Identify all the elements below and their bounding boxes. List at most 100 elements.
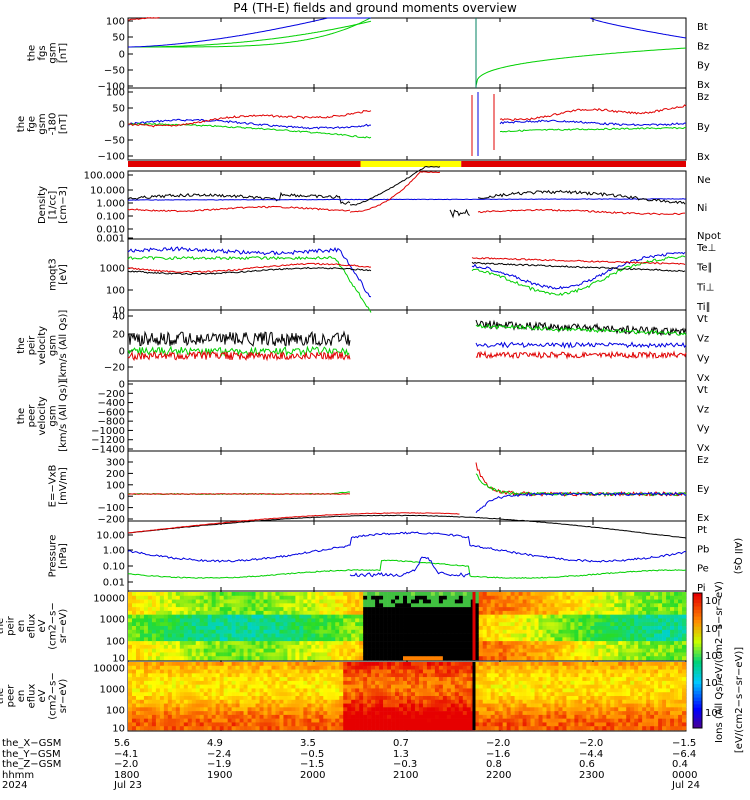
- electron-spectrogram-cell: [466, 718, 472, 723]
- electron-spectrogram-cell: [498, 699, 503, 704]
- ion-spectrogram-cell: [518, 656, 523, 661]
- ion-spectrogram-cell: [251, 626, 256, 631]
- electron-spectrogram-cell: [215, 696, 220, 701]
- ion-spectrogram-cell: [207, 610, 212, 615]
- peir-vx-2: [475, 341, 687, 349]
- electron-spectrogram-cell: [251, 680, 256, 685]
- ion-spectrogram-cell: [311, 626, 316, 631]
- electron-spectrogram-cell: [438, 699, 444, 704]
- electron-spectrogram-cell: [359, 726, 364, 731]
- electron-spectrogram-cell: [367, 714, 372, 719]
- ion-spectrogram-cell: [522, 641, 527, 646]
- electron-spectrogram-cell: [546, 669, 551, 674]
- y-axis-label: gsm: [48, 335, 59, 356]
- ion-spectrogram-cell: [227, 618, 232, 623]
- ion-spectrogram-cell: [534, 603, 539, 608]
- ion-spectrogram-cell: [291, 610, 296, 615]
- ion-spectrogram-cell: [295, 648, 300, 653]
- ion-spectrogram-cell: [191, 648, 197, 653]
- electron-spectrogram-cell: [339, 711, 344, 716]
- ion-spectrogram-cell: [582, 614, 587, 619]
- electron-spectrogram-cell: [422, 684, 428, 689]
- ion-spectrogram-cell: [438, 626, 444, 631]
- electron-spectrogram-cell: [251, 722, 256, 727]
- ion-spectrogram-cell: [283, 633, 288, 638]
- electron-spectrogram-cell: [347, 711, 352, 716]
- electron-spectrogram-cell: [155, 673, 161, 678]
- ion-spectrogram-cell: [195, 622, 201, 627]
- electron-spectrogram-cell: [379, 688, 384, 693]
- electron-spectrogram-cell: [199, 677, 205, 682]
- ion-spectrogram-cell: [371, 626, 376, 631]
- electron-spectrogram-cell: [163, 707, 169, 712]
- ion-spectrogram-cell: [135, 644, 141, 649]
- ion-spectrogram-cell: [403, 622, 408, 627]
- ion-spectrogram-cell: [347, 626, 352, 631]
- electron-spectrogram-cell: [482, 696, 488, 701]
- electron-spectrogram-cell: [458, 703, 464, 708]
- electron-spectrogram-cell: [323, 692, 328, 697]
- ion-spectrogram-cell: [542, 618, 547, 623]
- electron-spectrogram-cell: [235, 696, 240, 701]
- ion-spectrogram-cell: [418, 603, 424, 608]
- ion-spectrogram-cell: [319, 607, 324, 612]
- ion-spectrogram-cell: [315, 644, 320, 649]
- ion-spectrogram-cell: [434, 610, 440, 615]
- legend-entry: Bz: [697, 41, 709, 52]
- ion-spectrogram-cell: [602, 629, 607, 634]
- electron-spectrogram-cell: [367, 696, 372, 701]
- ion-spectrogram-cell: [183, 629, 189, 634]
- ion-spectrogram-cell: [666, 610, 671, 615]
- electron-spectrogram-cell: [291, 696, 296, 701]
- electron-spectrogram-cell: [203, 673, 209, 678]
- ion-spectrogram-cell: [159, 622, 165, 627]
- ion-spectrogram-cell: [359, 644, 364, 649]
- electron-spectrogram-cell: [430, 665, 436, 670]
- electron-spectrogram-cell: [506, 677, 511, 682]
- ion-spectrogram-cell: [355, 595, 360, 600]
- ion-spectrogram-cell: [526, 656, 531, 661]
- electron-spectrogram-cell: [502, 718, 507, 723]
- ion-spectrogram-cell: [502, 599, 507, 604]
- electron-spectrogram-cell: [307, 726, 312, 731]
- electron-spectrogram-cell: [403, 669, 408, 674]
- ion-spectrogram-cell: [203, 626, 209, 631]
- electron-spectrogram-cell: [219, 692, 224, 697]
- electron-spectrogram-cell: [247, 707, 252, 712]
- legend-entry: Ni: [697, 203, 707, 214]
- electron-spectrogram-cell: [542, 669, 547, 674]
- ion-spectrogram-cell: [626, 629, 631, 634]
- ion-spectrogram-cell: [554, 592, 559, 597]
- ion-spectrogram-cell: [670, 641, 675, 646]
- electron-spectrogram-cell: [498, 711, 503, 716]
- ion-spectrogram-cell: [307, 599, 312, 604]
- ion-spectrogram-cell: [339, 637, 344, 642]
- ion-spectrogram-cell: [319, 656, 324, 661]
- ion-spectrogram-cell: [486, 614, 491, 619]
- ion-spectrogram-cell: [403, 607, 408, 612]
- ion-spectrogram-cell: [534, 641, 539, 646]
- electron-spectrogram-cell: [259, 677, 264, 682]
- electron-spectrogram-cell: [410, 665, 416, 670]
- ion-spectrogram-cell: [610, 610, 615, 615]
- electron-spectrogram-cell: [307, 669, 312, 674]
- electron-spectrogram-cell: [359, 665, 364, 670]
- electron-spectrogram-cell: [319, 696, 324, 701]
- ion-spectrogram-cell: [211, 618, 216, 623]
- electron-spectrogram-cell: [371, 665, 376, 670]
- ion-spectrogram-cell: [510, 633, 515, 638]
- ion-spectrogram-cell: [422, 599, 428, 604]
- ion-spectrogram-cell: [422, 603, 428, 608]
- ion-spectrogram-cell: [618, 656, 623, 661]
- ion-spectrogram-cell: [682, 610, 687, 615]
- electron-spectrogram-cell: [458, 684, 464, 689]
- electron-spectrogram-cell: [151, 696, 157, 701]
- ion-spectrogram-cell: [558, 607, 563, 612]
- ion-spectrogram-cell: [414, 595, 420, 600]
- electron-spectrogram-cell: [454, 665, 460, 670]
- ion-spectrogram-cell: [387, 652, 392, 657]
- electron-spectrogram-cell: [418, 707, 424, 712]
- ion-spectrogram-cell: [590, 626, 595, 631]
- ion-spectrogram-cell: [135, 610, 141, 615]
- ion-spectrogram-cell: [159, 637, 165, 642]
